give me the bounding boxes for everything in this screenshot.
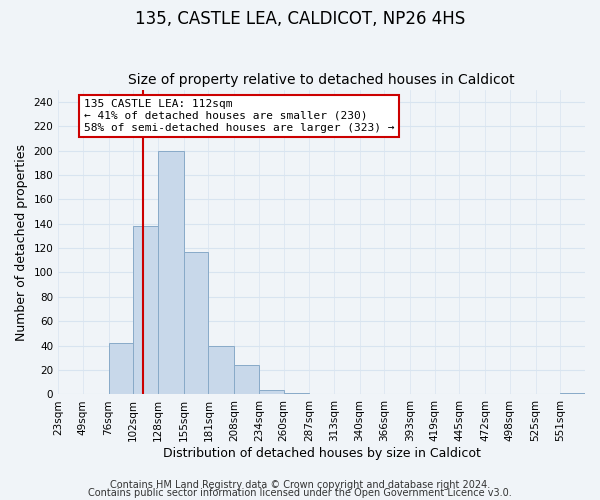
Bar: [259, 390, 284, 394]
Text: Contains public sector information licensed under the Open Government Licence v3: Contains public sector information licen…: [88, 488, 512, 498]
Y-axis label: Number of detached properties: Number of detached properties: [15, 144, 28, 340]
Bar: [133, 226, 158, 394]
Text: Contains HM Land Registry data © Crown copyright and database right 2024.: Contains HM Land Registry data © Crown c…: [110, 480, 490, 490]
Bar: [560, 393, 585, 394]
X-axis label: Distribution of detached houses by size in Caldicot: Distribution of detached houses by size …: [163, 447, 481, 460]
Bar: [109, 343, 133, 394]
Bar: [208, 346, 234, 395]
Bar: [158, 150, 184, 394]
Bar: [234, 365, 259, 394]
Text: 135, CASTLE LEA, CALDICOT, NP26 4HS: 135, CASTLE LEA, CALDICOT, NP26 4HS: [135, 10, 465, 28]
Title: Size of property relative to detached houses in Caldicot: Size of property relative to detached ho…: [128, 73, 515, 87]
Text: 135 CASTLE LEA: 112sqm
← 41% of detached houses are smaller (230)
58% of semi-de: 135 CASTLE LEA: 112sqm ← 41% of detached…: [84, 100, 394, 132]
Bar: [184, 252, 208, 394]
Bar: [284, 393, 309, 394]
